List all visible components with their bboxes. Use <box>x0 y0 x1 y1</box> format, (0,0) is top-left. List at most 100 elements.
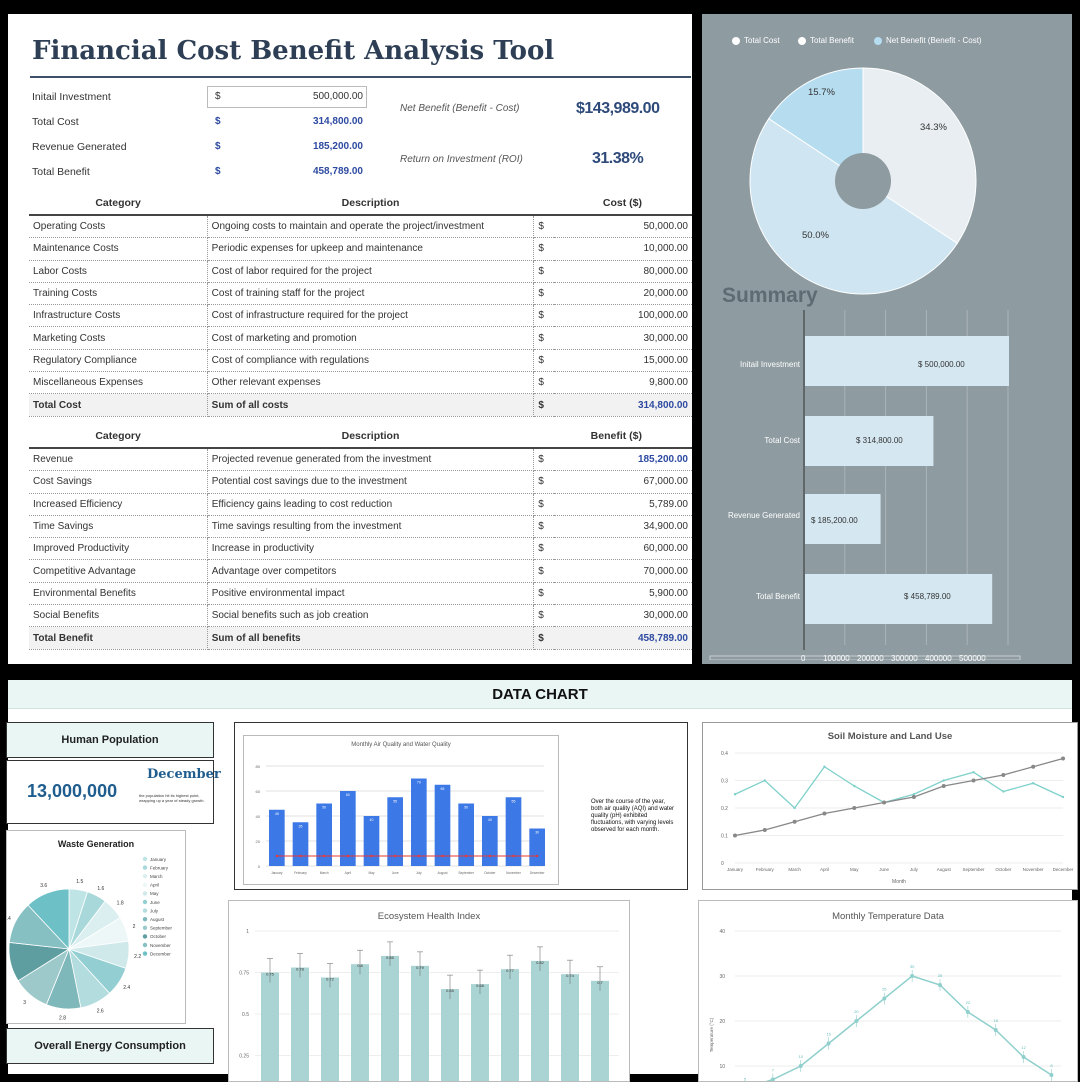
category-cell[interactable]: Environmental Benefits <box>29 582 208 606</box>
water-quality-point[interactable] <box>417 854 421 858</box>
soil-data-point[interactable] <box>853 784 856 788</box>
description-cell[interactable]: Cost of marketing and promotion <box>207 326 535 350</box>
currency-cell[interactable]: $ <box>533 515 555 539</box>
amount-cell[interactable]: 9,800.00 <box>554 371 692 395</box>
soil-data-point[interactable] <box>1061 795 1065 799</box>
initial-investment-input[interactable] <box>207 86 367 108</box>
soil-data-point[interactable] <box>942 779 945 782</box>
currency-cell[interactable]: $ <box>533 215 555 239</box>
currency-cell[interactable]: $ <box>533 349 555 373</box>
summary-bar[interactable] <box>805 416 934 466</box>
currency-cell[interactable]: $ <box>533 371 555 395</box>
currency-cell[interactable]: $ <box>533 493 555 516</box>
soil-data-point[interactable] <box>1031 764 1036 769</box>
temperature-point[interactable] <box>910 974 915 978</box>
description-cell[interactable]: Time savings resulting from the investme… <box>207 515 535 539</box>
water-quality-point[interactable] <box>346 854 350 858</box>
description-cell[interactable]: Other relevant expenses <box>207 371 535 395</box>
currency-cell[interactable]: $ <box>533 582 555 606</box>
description-cell[interactable]: Ongoing costs to maintain and operate th… <box>207 215 535 239</box>
temperature-point[interactable] <box>826 1041 831 1046</box>
water-quality-point[interactable] <box>322 854 326 858</box>
amount-cell[interactable]: 15,000.00 <box>554 349 692 373</box>
air-quality-bar[interactable] <box>529 828 545 867</box>
category-cell[interactable]: Training Costs <box>29 282 208 306</box>
soil-data-point[interactable] <box>792 819 797 824</box>
category-cell[interactable]: Infrastructure Costs <box>29 304 208 328</box>
soil-data-point[interactable] <box>763 779 767 782</box>
soil-data-point[interactable] <box>1031 782 1035 785</box>
air-quality-bar[interactable] <box>458 803 474 867</box>
amount-cell[interactable]: 70,000.00 <box>554 559 692 583</box>
category-cell[interactable]: Competitive Advantage <box>29 559 208 583</box>
currency-cell[interactable]: $ <box>533 326 555 350</box>
amount-cell[interactable]: 50,000.00 <box>554 215 692 239</box>
currency-cell[interactable]: $ <box>533 470 555 494</box>
summary-bar[interactable] <box>805 336 1009 386</box>
amount-cell[interactable]: 67,000.00 <box>554 470 692 494</box>
ecosystem-bar[interactable] <box>411 965 429 1081</box>
water-quality-point[interactable] <box>535 854 539 858</box>
description-cell[interactable]: Social benefits such as job creation <box>207 604 535 628</box>
air-quality-bar[interactable] <box>340 791 356 866</box>
water-quality-point[interactable] <box>488 854 492 858</box>
temperature-point[interactable] <box>1021 1055 1026 1059</box>
water-quality-point[interactable] <box>464 854 468 858</box>
summary-bar[interactable] <box>805 574 993 624</box>
currency-cell[interactable]: $ <box>533 304 555 328</box>
category-cell[interactable]: Marketing Costs <box>29 326 208 350</box>
air-quality-bar[interactable] <box>482 816 498 866</box>
ecosystem-bar[interactable] <box>261 972 279 1082</box>
amount-cell[interactable]: 60,000.00 <box>554 537 692 561</box>
amount-cell[interactable]: 5,789.00 <box>554 493 692 516</box>
ecosystem-bar[interactable] <box>471 984 489 1081</box>
description-cell[interactable]: Positive environmental impact <box>207 582 535 606</box>
category-cell[interactable]: Social Benefits <box>29 604 208 628</box>
description-cell[interactable]: Periodic expenses for upkeep and mainten… <box>207 237 535 261</box>
description-cell[interactable]: Efficiency gains leading to cost reducti… <box>207 493 535 516</box>
currency-cell[interactable]: $ <box>533 448 555 472</box>
amount-cell[interactable]: 80,000.00 <box>554 260 692 283</box>
soil-data-point[interactable] <box>971 778 976 783</box>
soil-data-point[interactable] <box>1001 773 1006 777</box>
temperature-point[interactable] <box>1049 1073 1054 1077</box>
soil-data-point[interactable] <box>1002 790 1005 793</box>
soil-data-point[interactable] <box>822 811 827 816</box>
description-cell[interactable]: Cost of training staff for the project <box>207 282 535 306</box>
soil-data-point[interactable] <box>882 800 887 805</box>
amount-cell[interactable]: 5,900.00 <box>554 582 692 606</box>
water-quality-point[interactable] <box>441 854 444 858</box>
category-cell[interactable]: Improved Productivity <box>29 537 208 561</box>
soil-data-point[interactable] <box>941 784 946 788</box>
category-cell[interactable]: Regulatory Compliance <box>29 349 208 373</box>
amount-cell[interactable]: 100,000.00 <box>554 304 692 328</box>
description-cell[interactable]: Cost of compliance with regulations <box>207 349 535 373</box>
currency-cell[interactable]: $ <box>533 559 555 583</box>
currency-cell[interactable]: $ <box>533 604 555 628</box>
soil-data-point[interactable] <box>911 795 916 799</box>
soil-data-point[interactable] <box>733 833 737 838</box>
description-cell[interactable]: Cost of labor required for the project <box>207 260 535 283</box>
legend-item-total-cost[interactable]: Total Cost <box>732 36 780 45</box>
ecosystem-bar[interactable] <box>351 964 369 1081</box>
water-quality-point[interactable] <box>275 854 279 858</box>
air-quality-bar[interactable] <box>363 816 380 866</box>
temperature-point[interactable] <box>965 1010 970 1014</box>
currency-cell[interactable]: $ <box>533 393 555 417</box>
air-quality-bar[interactable] <box>434 784 451 866</box>
legend-item-net-benefit[interactable]: Net Benefit (Benefit - Cost) <box>874 36 982 45</box>
amount-cell[interactable]: 30,000.00 <box>554 326 692 350</box>
description-cell[interactable]: Increase in productivity <box>207 537 535 561</box>
description-cell[interactable]: Sum of all costs <box>207 393 535 417</box>
temperature-point[interactable] <box>993 1028 998 1032</box>
ecosystem-bar[interactable] <box>321 977 339 1081</box>
legend-item-total-benefit[interactable]: Total Benefit <box>798 36 854 45</box>
currency-cell[interactable]: $ <box>533 237 555 261</box>
waste-pie-slice[interactable] <box>27 888 70 951</box>
ecosystem-bar[interactable] <box>441 989 459 1081</box>
air-quality-bar[interactable] <box>411 778 427 867</box>
description-cell[interactable]: Projected revenue generated from the inv… <box>207 448 535 472</box>
category-cell[interactable]: Increased Efficiency <box>29 493 208 516</box>
category-cell[interactable]: Revenue <box>29 448 208 472</box>
soil-data-point[interactable] <box>1061 756 1065 761</box>
